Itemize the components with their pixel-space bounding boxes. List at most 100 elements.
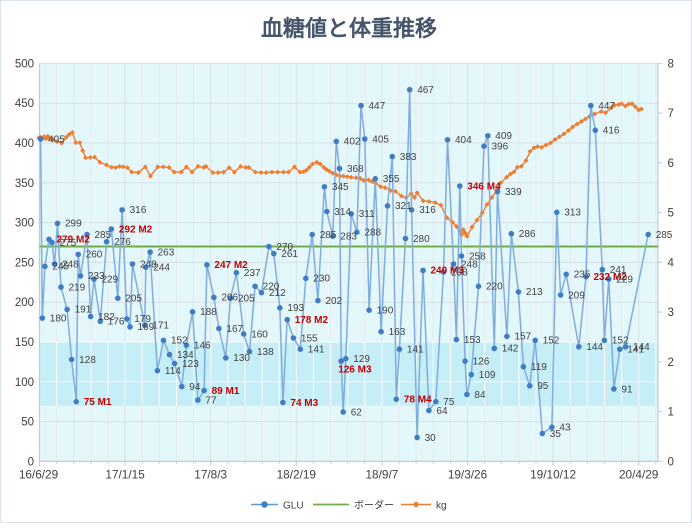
svg-text:404: 404 <box>455 135 472 146</box>
svg-text:288: 288 <box>364 228 381 239</box>
svg-text:5: 5 <box>668 208 674 220</box>
svg-text:6: 6 <box>668 158 674 170</box>
svg-text:142: 142 <box>502 344 519 355</box>
svg-text:240 M3: 240 M3 <box>431 266 465 277</box>
svg-text:279 M2: 279 M2 <box>57 235 91 246</box>
svg-text:285: 285 <box>656 230 673 241</box>
svg-text:346 M4: 346 M4 <box>467 181 501 192</box>
svg-text:144: 144 <box>586 342 603 353</box>
svg-text:205: 205 <box>238 294 255 305</box>
svg-text:202: 202 <box>325 296 342 307</box>
svg-text:78 M4: 78 M4 <box>404 395 432 406</box>
svg-text:74 M3: 74 M3 <box>290 398 318 409</box>
svg-text:19/10/12: 19/10/12 <box>530 468 576 482</box>
svg-text:368: 368 <box>347 164 364 175</box>
svg-text:450: 450 <box>15 98 34 110</box>
svg-text:233: 233 <box>88 271 105 282</box>
svg-text:20/4/29: 20/4/29 <box>619 468 658 482</box>
svg-text:152: 152 <box>543 336 560 347</box>
svg-text:35: 35 <box>550 429 562 440</box>
svg-text:144: 144 <box>633 342 650 353</box>
svg-text:176: 176 <box>108 317 125 328</box>
svg-text:109: 109 <box>479 370 496 381</box>
svg-text:230: 230 <box>313 274 330 285</box>
svg-text:283: 283 <box>340 231 357 242</box>
svg-text:128: 128 <box>79 355 96 366</box>
svg-text:248: 248 <box>461 259 478 270</box>
svg-text:232 M2: 232 M2 <box>594 272 628 283</box>
svg-text:188: 188 <box>200 307 217 318</box>
svg-text:75: 75 <box>443 397 455 408</box>
svg-text:345: 345 <box>332 182 349 193</box>
svg-text:261: 261 <box>281 249 298 260</box>
svg-text:94: 94 <box>189 382 201 393</box>
svg-text:1: 1 <box>668 407 674 419</box>
svg-text:235: 235 <box>574 270 591 281</box>
svg-text:160: 160 <box>251 329 268 340</box>
svg-text:4: 4 <box>668 257 675 269</box>
svg-text:0: 0 <box>668 456 674 468</box>
svg-text:157: 157 <box>514 332 531 343</box>
svg-text:17/1/15: 17/1/15 <box>105 468 145 482</box>
svg-text:500: 500 <box>15 58 34 70</box>
svg-text:GLU: GLU <box>283 501 304 512</box>
svg-text:299: 299 <box>65 219 82 230</box>
svg-text:30: 30 <box>425 433 437 444</box>
svg-text:119: 119 <box>531 362 547 373</box>
svg-text:17/8/3: 17/8/3 <box>194 468 227 482</box>
svg-text:16/6/29: 16/6/29 <box>19 468 58 482</box>
svg-text:276: 276 <box>114 237 131 248</box>
svg-text:18/9/7: 18/9/7 <box>365 468 398 482</box>
svg-text:416: 416 <box>603 126 620 137</box>
svg-text:285: 285 <box>95 230 112 241</box>
svg-text:314: 314 <box>334 207 351 218</box>
svg-text:250: 250 <box>15 257 34 269</box>
svg-text:129: 129 <box>353 354 370 365</box>
svg-text:141: 141 <box>407 345 424 356</box>
svg-text:300: 300 <box>15 218 34 230</box>
svg-text:91: 91 <box>621 384 633 395</box>
svg-text:182: 182 <box>98 312 115 323</box>
svg-text:383: 383 <box>400 152 417 163</box>
svg-text:200: 200 <box>15 297 34 309</box>
svg-text:141: 141 <box>627 345 644 356</box>
svg-text:77: 77 <box>205 395 217 406</box>
svg-text:171: 171 <box>152 321 169 332</box>
svg-text:313: 313 <box>564 208 581 219</box>
svg-text:467: 467 <box>417 85 434 96</box>
svg-text:130: 130 <box>233 353 250 364</box>
svg-text:355: 355 <box>383 174 400 185</box>
svg-text:167: 167 <box>226 324 243 335</box>
svg-text:153: 153 <box>464 335 481 346</box>
svg-text:206: 206 <box>221 293 238 304</box>
svg-text:123: 123 <box>182 359 199 370</box>
svg-text:169: 169 <box>138 322 155 333</box>
svg-text:19/3/26: 19/3/26 <box>448 468 488 482</box>
svg-text:179: 179 <box>134 314 151 325</box>
svg-text:134: 134 <box>177 350 194 361</box>
svg-text:114: 114 <box>165 366 181 377</box>
svg-text:311: 311 <box>359 209 375 220</box>
svg-text:191: 191 <box>75 305 92 316</box>
svg-text:150: 150 <box>15 337 34 349</box>
svg-text:193: 193 <box>287 303 304 314</box>
svg-text:18/2/19: 18/2/19 <box>277 468 316 482</box>
svg-text:285: 285 <box>320 230 337 241</box>
svg-text:339: 339 <box>505 187 522 198</box>
svg-text:84: 84 <box>474 390 486 401</box>
svg-text:43: 43 <box>559 423 571 434</box>
svg-text:50: 50 <box>21 417 34 429</box>
svg-text:kg: kg <box>436 501 447 512</box>
svg-text:3: 3 <box>668 307 674 319</box>
svg-text:220: 220 <box>263 282 280 293</box>
svg-text:409: 409 <box>495 131 512 142</box>
svg-text:7: 7 <box>668 108 674 120</box>
svg-text:245: 245 <box>52 262 69 273</box>
svg-text:402: 402 <box>344 137 361 148</box>
svg-text:237: 237 <box>244 268 261 279</box>
svg-text:100: 100 <box>15 377 34 389</box>
svg-text:95: 95 <box>537 381 549 392</box>
svg-text:190: 190 <box>377 306 394 317</box>
svg-text:247 M2: 247 M2 <box>214 260 248 271</box>
svg-text:260: 260 <box>86 250 103 261</box>
